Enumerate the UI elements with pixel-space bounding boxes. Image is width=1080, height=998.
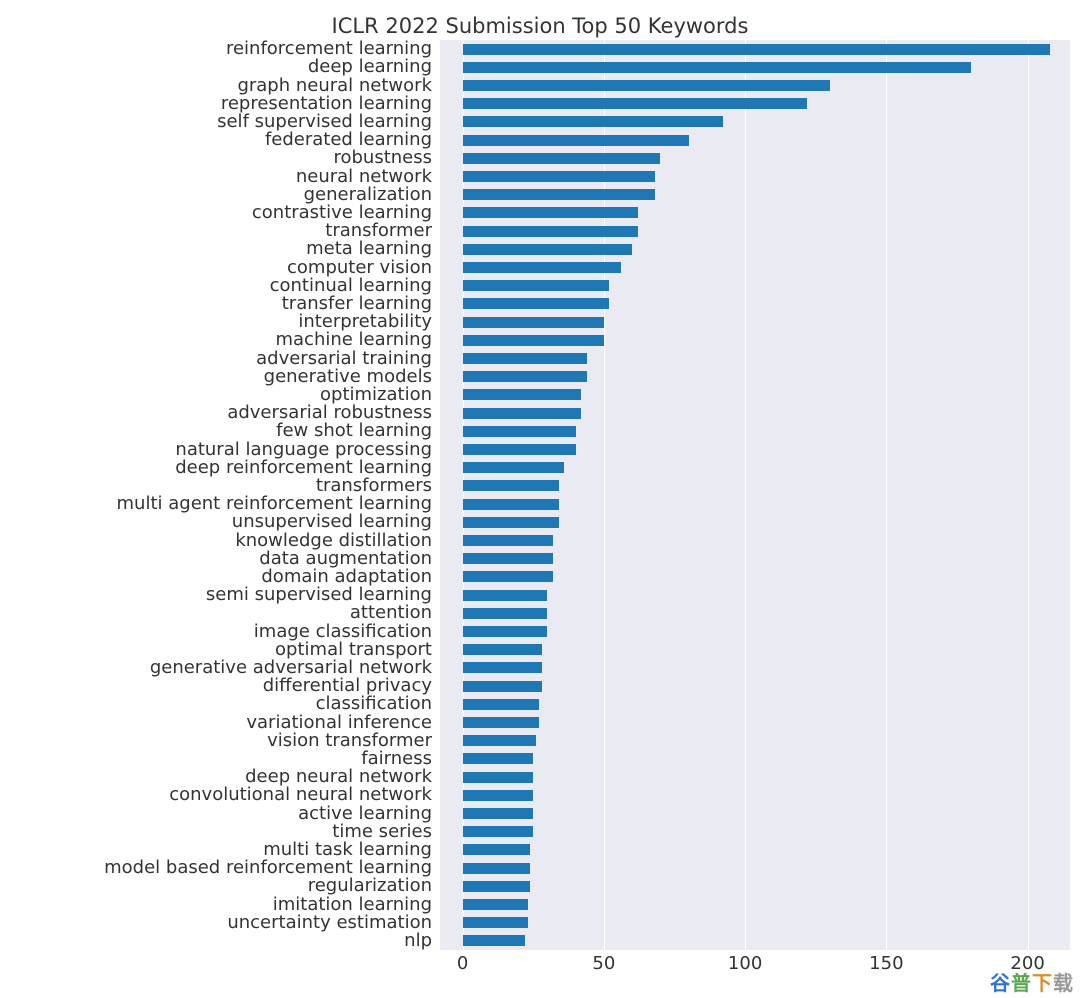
bar bbox=[463, 62, 972, 73]
bar bbox=[463, 44, 1051, 55]
bar bbox=[463, 135, 689, 146]
bar bbox=[463, 226, 638, 237]
bar bbox=[463, 499, 559, 510]
bar bbox=[463, 662, 542, 673]
bar bbox=[463, 772, 534, 783]
watermark-char: 谷 bbox=[990, 967, 1011, 996]
bar bbox=[463, 171, 655, 182]
grid-line bbox=[745, 40, 746, 950]
bar bbox=[463, 626, 548, 637]
bar bbox=[463, 207, 638, 218]
bar bbox=[463, 935, 525, 946]
chart-container: ICLR 2022 Submission Top 50 Keywords 谷普下… bbox=[0, 0, 1080, 998]
bar bbox=[463, 844, 531, 855]
bar bbox=[463, 826, 534, 837]
grid-line bbox=[886, 40, 887, 950]
bar bbox=[463, 808, 534, 819]
bar bbox=[463, 590, 548, 601]
watermark-char: 载 bbox=[1053, 967, 1074, 996]
x-tick-label: 200 bbox=[1010, 953, 1044, 974]
x-tick-label: 50 bbox=[592, 953, 615, 974]
keyword-label: nlp bbox=[404, 932, 432, 950]
bar bbox=[463, 681, 542, 692]
x-tick-label: 0 bbox=[457, 953, 468, 974]
bar bbox=[463, 553, 553, 564]
bar bbox=[463, 98, 808, 109]
bar bbox=[463, 608, 548, 619]
bar bbox=[463, 917, 528, 928]
bar bbox=[463, 189, 655, 200]
bar bbox=[463, 153, 661, 164]
bar bbox=[463, 353, 587, 364]
bar bbox=[463, 899, 528, 910]
plot-area bbox=[440, 40, 1070, 950]
bar bbox=[463, 717, 539, 728]
bar bbox=[463, 790, 534, 801]
x-tick-label: 100 bbox=[728, 953, 762, 974]
bar bbox=[463, 644, 542, 655]
bar bbox=[463, 371, 587, 382]
bar bbox=[463, 426, 576, 437]
bar bbox=[463, 389, 582, 400]
bar bbox=[463, 262, 621, 273]
grid-line bbox=[1028, 40, 1029, 950]
bar bbox=[463, 462, 565, 473]
bar bbox=[463, 699, 539, 710]
bar bbox=[463, 735, 536, 746]
bar bbox=[463, 244, 633, 255]
bar bbox=[463, 335, 604, 346]
chart-title: ICLR 2022 Submission Top 50 Keywords bbox=[0, 14, 1080, 38]
bar bbox=[463, 753, 534, 764]
bar bbox=[463, 317, 604, 328]
bar bbox=[463, 863, 531, 874]
bar bbox=[463, 517, 559, 528]
bar bbox=[463, 116, 723, 127]
keyword-label: uncertainty estimation bbox=[227, 914, 432, 932]
bar bbox=[463, 444, 576, 455]
bar bbox=[463, 408, 582, 419]
bar bbox=[463, 480, 559, 491]
bar bbox=[463, 280, 610, 291]
bar bbox=[463, 881, 531, 892]
bar bbox=[463, 535, 553, 546]
x-tick-label: 150 bbox=[869, 953, 903, 974]
bar bbox=[463, 571, 553, 582]
bar bbox=[463, 80, 830, 91]
bar bbox=[463, 298, 610, 309]
